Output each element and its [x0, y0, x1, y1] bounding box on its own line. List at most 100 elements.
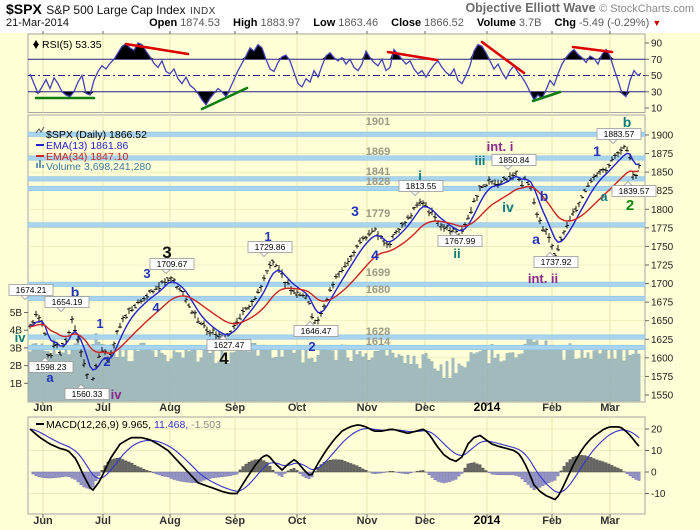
macd-hist-bar [430, 471, 434, 478]
price-axis-label: 1675 [651, 298, 674, 309]
macd-hist-bar [427, 471, 431, 476]
macd-hist-bar [127, 461, 131, 473]
volume-bar [613, 358, 617, 402]
volume-axis-label: 2B [10, 361, 23, 372]
volume-bar [586, 352, 590, 402]
month-label-main: Aug [159, 402, 180, 414]
wave-label: 2 [626, 197, 634, 214]
macd-hist-bar [361, 468, 365, 473]
price-callout-box [44, 296, 90, 308]
macd-hist-bar [559, 470, 563, 473]
macd-hist-bar [352, 464, 356, 473]
volume-bar [433, 368, 437, 402]
volume-bar [310, 357, 314, 402]
callout-pointer [56, 307, 66, 313]
price-callout-text: 1674.21 [16, 285, 47, 295]
low-value: 1863.46 [338, 17, 379, 29]
price-callout-box [437, 235, 483, 247]
volume-axis-label: 1B [10, 379, 23, 390]
volume-bar [280, 356, 284, 402]
price-callout-box [398, 180, 444, 192]
volume-bar [607, 358, 611, 402]
macd-hist-bar [142, 469, 146, 473]
level-label: 1628 [366, 326, 390, 338]
volume-legend: Volume 3,698,241,280 [46, 161, 151, 173]
macd-hist-bar [457, 471, 461, 477]
volume-bar [604, 349, 608, 402]
level-label: 1869 [366, 146, 390, 158]
symbol: $SPX [6, 1, 42, 17]
macd-hist-bar [139, 467, 143, 473]
volume-bar [163, 354, 167, 402]
level-label: 1828 [366, 176, 390, 188]
volume-bar [157, 349, 161, 402]
volume-bar [469, 352, 473, 402]
volume-bar [394, 357, 398, 402]
volume-bar [421, 354, 425, 402]
month-label-main: 2014 [474, 400, 501, 414]
volume-bar [313, 361, 317, 402]
low-label: Low [313, 17, 336, 29]
volume-bar [544, 340, 548, 402]
level-label: 1614 [366, 336, 391, 348]
month-label-macd: 2014 [474, 513, 501, 527]
macd-hist-bar [208, 471, 212, 479]
macd-hist-bar [505, 471, 509, 476]
volume-bar [430, 361, 434, 402]
macd-hist-bar [388, 471, 392, 473]
macd-hist-bar [334, 459, 338, 473]
price-axis-label: 1600 [651, 353, 674, 364]
rsi-axis-label: 90 [651, 39, 663, 50]
price-callout-box [533, 256, 579, 268]
wave-label: 3 [162, 243, 171, 262]
copyright[interactable]: © StockCharts.com [599, 3, 694, 15]
macd-hist-bar [280, 471, 284, 477]
macd-hist-bar [172, 471, 176, 480]
volume-bar [340, 344, 344, 402]
volume-bar [406, 354, 410, 402]
price-callout-text: 1767.99 [445, 236, 476, 246]
chg-value: -5.49 (-0.29%) [578, 17, 650, 29]
macd-hist-bar [511, 471, 515, 476]
volume-bar [571, 346, 575, 402]
macd-hist-bar [325, 460, 329, 473]
macd-hist-bar [274, 471, 278, 474]
macd-hist-bar [46, 471, 50, 479]
chg-label: Chg [554, 17, 576, 29]
volume-bar [487, 363, 491, 402]
symbol-legend-icon [35, 126, 45, 134]
volume-bar [199, 357, 203, 402]
price-callout-box [596, 128, 642, 140]
wave-label: 4 [219, 349, 229, 368]
volume-bar [616, 349, 620, 402]
volume-bar [262, 344, 266, 402]
macd-hist-bar [298, 471, 302, 474]
macd-hist-bar [43, 471, 47, 478]
macd-hist-bar [340, 459, 344, 473]
volume-bar [130, 361, 134, 402]
macd-hist-bar [544, 471, 548, 485]
volume-bar [502, 360, 506, 402]
volume-bars [28, 333, 641, 402]
wave-label: 3 [143, 266, 150, 281]
macd-hist-bar [235, 471, 239, 475]
volume-bar [193, 348, 197, 402]
volume-bar [628, 355, 632, 402]
price-callout-box [206, 339, 252, 351]
volume-bar [598, 353, 602, 402]
volume-bar [484, 349, 488, 402]
callout-pointer [76, 383, 86, 389]
price-axis-label: 1650 [651, 316, 674, 327]
macd-hist-bar [373, 471, 377, 475]
level-label: 1779 [366, 208, 390, 220]
volume-bar [346, 357, 350, 402]
macd-hist-bar [418, 470, 422, 473]
support-resistance-band [27, 222, 646, 228]
support-resistance-band [27, 155, 646, 161]
volume-bar [631, 353, 635, 402]
macd-hist-bar [436, 471, 440, 482]
month-label-main: Sep [225, 402, 245, 414]
macd-hist-bar [61, 471, 65, 477]
month-label-macd: Jul [95, 515, 111, 527]
